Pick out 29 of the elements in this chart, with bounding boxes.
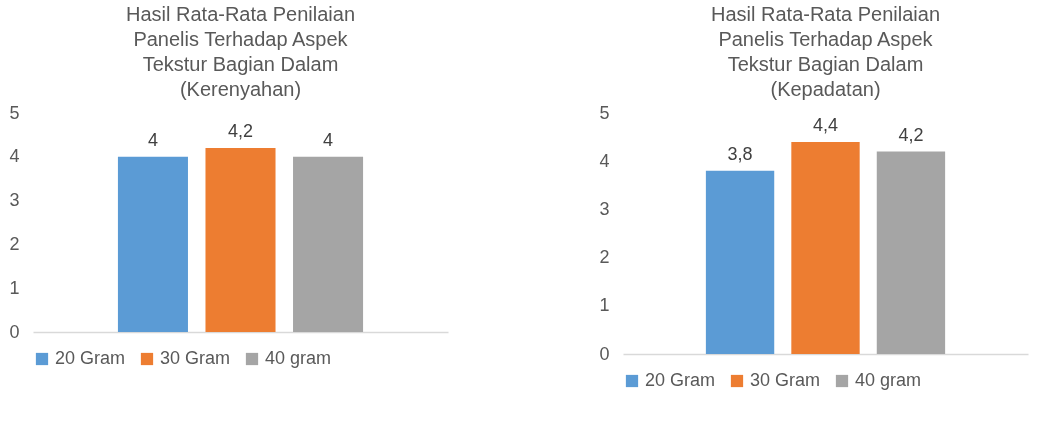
legend-label: 40 gram [265, 348, 332, 368]
chart-title: Hasil Rata-Rata Penilaian Panelis Terhadap Aspek Tekstur Bagian Dalam (Kepadatan) [710, 3, 941, 100]
bar [705, 170, 775, 354]
y-tick-label: 1 [599, 295, 610, 316]
legend-label: 30 Gram [160, 348, 231, 368]
chart-title: Hasil Rata-Rata Penilaian Panelis Terhadap Aspek Tekstur Bagian Dalam (Kerenyahan) [125, 3, 356, 100]
bar [791, 141, 860, 354]
bar [876, 151, 946, 354]
data-label: 4,4 [812, 114, 839, 135]
legend-label: 20 Gram [645, 370, 716, 390]
y-tick-label: 4 [9, 146, 20, 167]
y-tick-label: 2 [599, 247, 610, 268]
y-tick-label: 4 [599, 150, 610, 171]
y-tick-label: 0 [9, 321, 20, 342]
data-label: 3,8 [727, 143, 753, 164]
y-tick-label: 5 [9, 102, 20, 123]
legend-label: 40 gram [855, 370, 922, 390]
y-tick-label: 1 [9, 277, 20, 298]
data-label: 4,2 [227, 121, 254, 142]
data-label: 4 [147, 129, 158, 150]
y-tick-label: 0 [599, 343, 610, 364]
legend-label: 20 Gram [55, 348, 126, 368]
y-tick-label: 2 [9, 233, 20, 254]
y-tick-label: 5 [599, 102, 610, 123]
data-label: 4,2 [898, 124, 924, 145]
data-label: 4 [323, 129, 334, 150]
legend-label: 30 Gram [750, 370, 821, 390]
y-tick-label: 3 [599, 198, 610, 219]
y-tick-label: 3 [9, 190, 20, 211]
